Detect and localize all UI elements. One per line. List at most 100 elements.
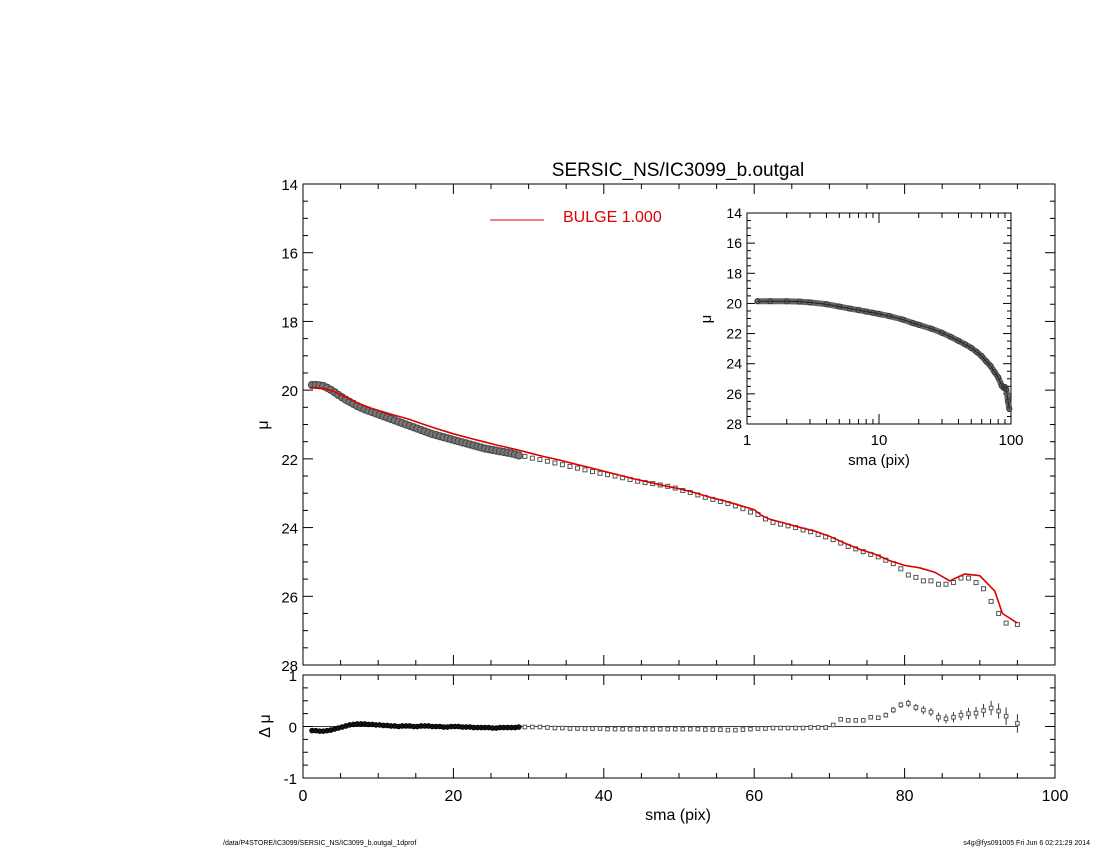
residual-y-tick-label: 0 [289, 720, 297, 737]
inset-log-panel: 1 10 100 14 16 18 20 22 24 26 28 [726, 205, 1023, 449]
inset-data-point [855, 307, 862, 314]
main-data-point [747, 509, 753, 515]
bulge-model-line [310, 386, 1018, 624]
main-data-point [537, 457, 543, 463]
residual-data-point [800, 725, 806, 731]
inset-data-point [915, 321, 922, 328]
footer-timestamp: s4g@fys091005 Fri Jun 6 02:21:29 2014 [963, 840, 1090, 847]
residual-data-point [868, 714, 874, 720]
main-y-tick-label: 26 [281, 589, 298, 606]
main-data-point [996, 610, 1002, 616]
residual-data-point [785, 725, 791, 731]
inset-x-tick-label: 100 [998, 432, 1023, 449]
chart-title: SERSIC_NS/IC3099_b.outgal [552, 160, 804, 181]
residual-data-point [830, 722, 836, 728]
inset-data-point [987, 362, 994, 370]
inset-data-point [899, 316, 906, 323]
inset-x-tick-label: 1 [743, 432, 751, 449]
residual-data-point [740, 727, 746, 732]
main-profile-panel: 14 16 18 20 22 24 26 28 [281, 177, 1056, 675]
residual-data-point [733, 727, 738, 733]
inset-data-point [947, 333, 954, 340]
residual-data-point [1003, 713, 1009, 719]
main-data-point [514, 451, 523, 460]
residual-data-point [612, 726, 618, 732]
inset-y-tick-label: 18 [726, 265, 742, 281]
main-data-point [905, 572, 911, 578]
inset-profile-line [757, 300, 1010, 409]
residual-data-point [590, 726, 595, 731]
main-y-tick-label: 16 [281, 246, 298, 263]
residual-data-point [522, 724, 528, 730]
inset-x-tick-label: 10 [871, 432, 888, 449]
residual-data-point [582, 726, 588, 731]
inset-data-point [823, 301, 830, 308]
inset-data-point [846, 305, 853, 312]
inset-data-point [836, 303, 843, 310]
main-data-point [950, 580, 956, 586]
residual-data-point [537, 724, 543, 730]
residual-x-tick-label: 60 [745, 788, 763, 805]
residual-data-point [906, 701, 911, 706]
main-data-point [966, 575, 972, 581]
residual-data-point [748, 726, 753, 732]
residual-data-point [860, 718, 866, 723]
inset-frame [746, 212, 1012, 425]
residual-x-tick-label: 40 [595, 788, 613, 805]
inset-data-point [995, 374, 1002, 381]
main-data-point [590, 469, 596, 475]
residual-data-point [891, 707, 896, 713]
inset-data-point [968, 344, 975, 351]
inset-y-axis-label: μ [698, 315, 715, 324]
residual-data-point [725, 727, 731, 733]
inset-data-point [806, 299, 814, 306]
residual-data-point [755, 726, 761, 731]
residual-panel: 0 20 40 60 80 100-101 [284, 668, 1069, 805]
residual-data-point [875, 715, 881, 721]
main-data-point [935, 581, 941, 587]
inset-y-tick-label: 22 [726, 326, 742, 342]
inset-data-point [1005, 398, 1012, 405]
residual-data-point [687, 726, 693, 732]
inset-data-point [928, 325, 935, 332]
residual-data-point [815, 725, 821, 730]
residual-data-point [672, 726, 678, 732]
main-y-tick-label: 28 [281, 658, 298, 675]
residual-data-point [642, 726, 648, 732]
residual-data-point [981, 708, 986, 713]
main-data-point [544, 458, 550, 464]
main-data-point [928, 578, 934, 584]
inset-data-point [991, 368, 998, 376]
main-data-point [973, 580, 979, 586]
residual-data-point [635, 726, 640, 732]
residual-data-point [936, 714, 941, 720]
residual-data-point [605, 726, 610, 732]
main-data-point [943, 581, 949, 587]
residual-data-point [516, 724, 522, 730]
inset-data-point [983, 358, 990, 365]
residual-data-point [703, 727, 708, 732]
main-y-tick-label: 24 [281, 521, 298, 538]
legend: BULGE 1.000 [490, 209, 662, 226]
inset-data-point [796, 298, 803, 305]
residual-data-point [973, 710, 979, 716]
residual-data-point [966, 711, 971, 716]
residual-data-point [763, 726, 768, 731]
footer-file-path: /data/P4STORE/IC3099/SERSIC_NS/IC3099_b.… [223, 840, 417, 847]
residual-data-point [913, 705, 919, 710]
residual-data-point [575, 726, 580, 731]
residual-data-point [845, 718, 851, 723]
main-y-axis-label: μ [255, 420, 272, 429]
residual-data-point [718, 727, 723, 732]
residual-data-point [943, 716, 949, 722]
inset-y-tick-label: 20 [726, 295, 742, 311]
residual-data-point [838, 716, 843, 722]
residual-data-point [530, 724, 535, 730]
main-data-point [1003, 620, 1009, 626]
main-data-point [567, 463, 573, 469]
main-y-tick-label: 20 [281, 383, 298, 400]
inset-data-point [886, 313, 893, 320]
main-data-point [559, 462, 565, 468]
inset-data-point [962, 341, 969, 348]
inset-y-tick-label: 16 [726, 235, 742, 251]
